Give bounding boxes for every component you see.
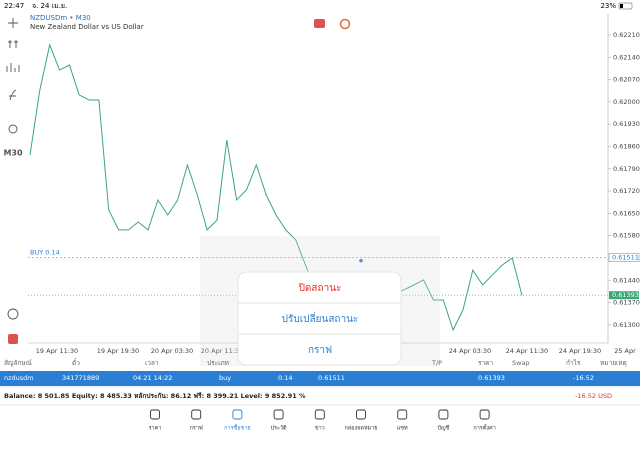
y-tick-label: 0.61860 xyxy=(613,142,640,150)
tab-icon[interactable] xyxy=(438,409,449,420)
status-time: 22:47 xyxy=(4,2,24,10)
symbol[interactable]: NZDUSDm • M30 xyxy=(30,14,91,22)
column-header: กำไร xyxy=(566,359,581,367)
y-tick-label: 0.61790 xyxy=(613,165,640,173)
x-tick-label: 24 Apr 11:30 xyxy=(506,347,548,355)
tab-icon[interactable] xyxy=(232,409,243,420)
x-tick-label: 19 Apr 19:30 xyxy=(97,347,139,355)
function-icon[interactable] xyxy=(9,89,17,101)
column-header: ประเภท xyxy=(207,359,229,367)
chart: 0.62210 0.62140 0.62070 0.62000 0.61930 0.618… xyxy=(28,31,640,355)
description: New Zealand Dollar vs US Dollar xyxy=(30,23,144,31)
column-header: หมายเหตุ xyxy=(600,359,627,367)
column-header: ตั๋ว xyxy=(72,358,80,367)
total-profit: -16.52 USD xyxy=(575,392,612,400)
timeframe[interactable]: M30 xyxy=(3,149,23,158)
y-tick-label: 0.61580 xyxy=(613,232,640,240)
selected-row[interactable] xyxy=(0,371,640,386)
crosshair-icon[interactable] xyxy=(8,18,18,28)
tab-label[interactable]: บัญชี xyxy=(437,425,449,432)
cell: nzdusdm xyxy=(4,374,34,382)
buy-price-box xyxy=(608,253,640,262)
cell: 0.61511 xyxy=(318,374,345,382)
battery-level xyxy=(620,4,623,8)
bid-price: 0.61393 xyxy=(612,291,639,299)
status-date: จ. 24 เม.ย. xyxy=(32,2,67,10)
account-summary: Balance: 8 501.85 Equity: 8 485.33 หลักป… xyxy=(4,392,306,400)
tab-label[interactable]: ราคา xyxy=(149,426,162,432)
close-position[interactable]: ปิดสถานะ xyxy=(298,283,341,294)
buy-label: BUY 0.14 xyxy=(30,249,60,257)
cell: 04.21 14:22 xyxy=(133,374,172,382)
y-tick-label: 0.61370 xyxy=(613,299,640,307)
tab-icon[interactable] xyxy=(273,409,284,420)
y-tick-label: 0.62000 xyxy=(613,98,640,106)
chart-item[interactable]: กราฟ xyxy=(308,345,332,356)
y-tick-label: 0.62070 xyxy=(613,76,640,84)
x-tick-label: 24 Apr 03:30 xyxy=(449,347,491,355)
tab-icon[interactable] xyxy=(356,409,366,420)
y-tick-label: 0.61650 xyxy=(613,209,640,217)
tab-icon[interactable] xyxy=(314,409,325,420)
cell: -16.52 xyxy=(573,374,594,382)
tab-label[interactable]: ข่าว xyxy=(315,426,325,432)
y-tick-label: 0.62140 xyxy=(613,53,640,61)
column-header: สัญลักษณ์ xyxy=(4,359,32,367)
battery-icon xyxy=(618,2,633,10)
objects-icon[interactable] xyxy=(8,124,18,134)
one-click-icon[interactable] xyxy=(314,19,325,28)
tab-icon[interactable] xyxy=(479,409,490,420)
tab-icon[interactable] xyxy=(397,409,408,420)
table: สัญลักษณ์ ตั๋ว เวลา ประเภท T/P ราคา Swap กำไร หม… xyxy=(4,358,627,382)
cell: buy xyxy=(219,374,231,382)
bid-price-box xyxy=(609,291,639,300)
price-line xyxy=(29,43,523,332)
y-tick-label: 0.61300 xyxy=(613,321,640,329)
tab-label[interactable]: ประวัติ xyxy=(271,425,287,432)
buy-price: 0.61511 xyxy=(612,254,639,262)
y-tick-label: 0.62210 xyxy=(613,31,640,39)
x-tick-label: 19 Apr 11:30 xyxy=(36,347,78,355)
indicator-icon[interactable] xyxy=(8,40,18,48)
column-header: Swap xyxy=(512,359,530,367)
cell: 341771889 xyxy=(62,374,99,382)
tab-label[interactable]: การซื้อขาย xyxy=(224,424,250,432)
tab-label[interactable]: แชท xyxy=(397,425,408,432)
column-header: T/P xyxy=(431,359,442,367)
x-tick-label: 20 Apr 11:30 xyxy=(201,347,243,355)
tab-label[interactable]: การตั้งค่า xyxy=(473,424,495,432)
chart-mode-icon[interactable] xyxy=(339,18,351,30)
x-tick-label: 25 Apr xyxy=(614,347,636,355)
toolbar xyxy=(6,18,20,344)
x-tick-label: 24 Apr 19:30 xyxy=(559,347,601,355)
column-header: ราคา xyxy=(478,359,493,367)
tab-label[interactable]: กราฟ xyxy=(190,425,203,432)
tab-icon[interactable] xyxy=(191,409,202,420)
x-tick-label: 20 Apr 03:30 xyxy=(151,347,193,355)
column-header: เวลา xyxy=(145,359,159,367)
trade-icon[interactable] xyxy=(8,334,18,344)
bars-icon[interactable] xyxy=(6,63,20,72)
modify-position[interactable]: ปรับเปลี่ยนสถานะ xyxy=(282,311,359,325)
y-tick-label: 0.61720 xyxy=(613,187,640,195)
zoom-icon[interactable] xyxy=(7,308,19,320)
entry-marker xyxy=(359,258,363,263)
tab-bar: ราคา กราฟ การซื้อขาย ประวัติ ข่าว กล่องจดหมาย… xyxy=(149,409,496,432)
popup xyxy=(237,271,402,366)
y-tick-label: 0.61930 xyxy=(613,120,640,128)
y-tick-label: 0.61440 xyxy=(613,276,640,284)
cell: 0.61393 xyxy=(478,374,505,382)
cell: 0.14 xyxy=(278,374,292,382)
tab-label[interactable]: กล่องจดหมาย xyxy=(344,426,377,432)
status-battery: 23% xyxy=(600,2,616,10)
tab-icon[interactable] xyxy=(150,409,160,420)
